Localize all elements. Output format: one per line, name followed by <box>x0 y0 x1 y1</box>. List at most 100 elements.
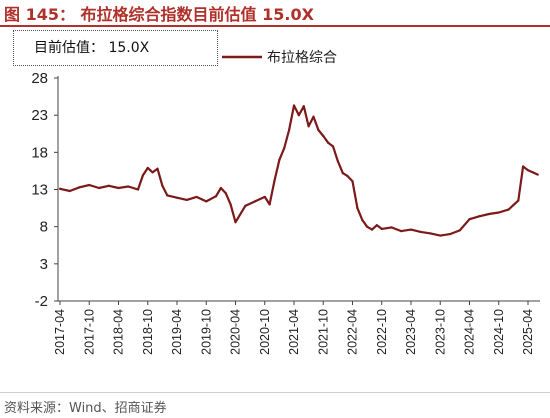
data-point <box>292 104 296 107</box>
data-point <box>68 189 71 193</box>
data-point <box>205 200 208 203</box>
data-point <box>375 224 378 227</box>
x-tick-label: 2020-10 <box>258 309 272 355</box>
data-point <box>478 215 481 218</box>
data-point <box>448 233 452 236</box>
data-point <box>419 230 422 233</box>
data-point <box>185 198 188 202</box>
data-point <box>307 125 310 128</box>
data-point <box>78 186 81 189</box>
y-tick-label: 28 <box>31 70 48 87</box>
data-point <box>288 128 291 132</box>
data-point <box>380 227 383 230</box>
x-tick-labels: 2017-04 2017-10 2018-04 2018-10 2019-04 2019-… <box>53 301 535 355</box>
y-tick-label: 18 <box>31 144 48 161</box>
data-point <box>366 225 369 228</box>
data-point <box>214 195 218 198</box>
data-point <box>487 212 491 216</box>
data-point <box>161 184 164 187</box>
x-tick-label: 2017-10 <box>82 309 96 355</box>
data-point <box>526 169 530 172</box>
data-point <box>136 188 140 191</box>
x-tick-label: 2019-04 <box>170 309 184 355</box>
data-point <box>229 203 232 206</box>
data-point <box>536 173 539 176</box>
data-point <box>390 226 393 229</box>
data-point <box>302 105 305 108</box>
data-point <box>253 200 257 203</box>
data-point <box>346 175 349 178</box>
data-point <box>107 184 110 187</box>
data-point <box>317 128 320 132</box>
legend-label: 布拉格综合 <box>267 50 337 66</box>
y-tick-label: 23 <box>31 107 48 124</box>
data-point <box>175 196 179 199</box>
data-point <box>278 158 281 161</box>
data-point <box>283 146 286 149</box>
data-point <box>146 166 149 170</box>
data-point <box>273 179 276 182</box>
data-point <box>336 160 339 163</box>
data-point <box>127 185 130 188</box>
data-point <box>522 165 525 168</box>
data-point <box>351 180 354 183</box>
data-point <box>512 204 515 207</box>
data-point <box>151 171 154 174</box>
x-tick-label: 2017-04 <box>53 309 67 355</box>
legend: 布拉格综合 <box>222 50 337 66</box>
data-point <box>531 171 534 174</box>
data-point <box>97 186 101 190</box>
x-tick-label: 2023-04 <box>404 309 418 355</box>
data-point <box>141 174 144 177</box>
data-point <box>370 228 374 231</box>
x-tick-label: 2024-04 <box>463 309 477 355</box>
y-tick-labels: -2 3 8 13 18 23 28 <box>31 70 58 310</box>
x-tick-label: 2018-04 <box>112 309 126 355</box>
x-tick-label: 2018-10 <box>141 309 155 355</box>
data-point <box>409 228 413 231</box>
figure-title: 图 145： 布拉格综合指数目前估值 15.0X <box>4 5 314 24</box>
x-tick-label: 2019-10 <box>199 309 213 355</box>
series-line-brazil-composite <box>59 104 539 237</box>
data-point <box>429 232 432 235</box>
data-point <box>219 186 222 190</box>
source-note: 资料来源：Wind、招商证券 <box>4 401 167 416</box>
data-point <box>263 195 266 199</box>
data-point <box>341 172 344 175</box>
x-tick-label: 2023-10 <box>433 309 447 355</box>
title-rule <box>0 25 550 27</box>
y-tick-label: 8 <box>40 219 48 236</box>
current-valuation-annotation: 目前估值： 15.0X <box>13 30 218 66</box>
data-point <box>331 145 335 148</box>
data-point <box>497 211 500 214</box>
x-tick-label: 2021-04 <box>287 309 301 355</box>
data-point <box>234 221 237 224</box>
axes <box>57 76 540 302</box>
x-tick-label: 2022-10 <box>375 309 389 355</box>
data-point <box>361 218 364 222</box>
data-point <box>439 234 442 237</box>
data-point <box>468 218 471 221</box>
x-tick-label: 2021-10 <box>316 309 330 355</box>
x-tick-label: 2025-04 <box>521 309 535 355</box>
series-layer <box>58 104 539 237</box>
data-point <box>195 195 198 199</box>
data-point <box>166 194 169 197</box>
y-tick-label: -2 <box>35 293 48 310</box>
data-point <box>312 115 315 118</box>
x-tick-label: 2024-10 <box>492 309 506 355</box>
data-point <box>400 230 403 233</box>
data-point <box>88 183 91 187</box>
data-point <box>58 187 62 190</box>
bottom-rule <box>0 392 550 393</box>
data-point <box>458 229 461 232</box>
x-tick-label: 2020-04 <box>229 309 243 355</box>
data-point <box>297 114 300 117</box>
data-point <box>117 186 120 190</box>
data-point <box>224 192 227 195</box>
data-point <box>322 134 325 138</box>
data-point <box>517 199 520 202</box>
data-point <box>156 167 159 170</box>
data-point <box>356 206 359 210</box>
